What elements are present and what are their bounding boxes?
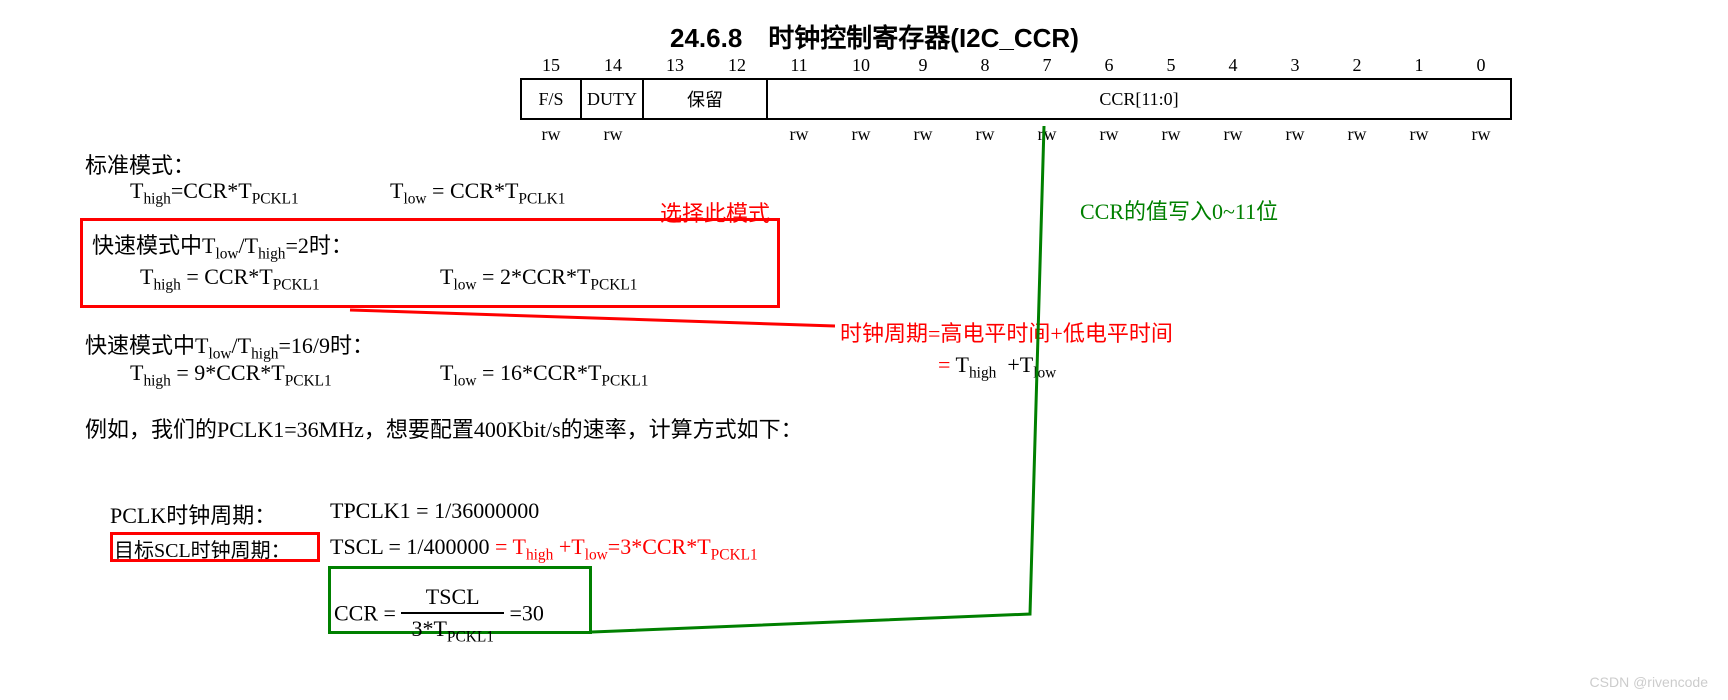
ccr-result: =30 [509, 600, 543, 625]
tscl-value: TSCL = 1/400000 = Thigh +Tlow=3*CCR*TPCK… [330, 534, 758, 564]
bit-number: 7 [1016, 55, 1078, 76]
bit-number: 12 [706, 55, 768, 76]
register-access: rw [582, 124, 644, 145]
ccr-frac-top: TSCL [401, 584, 504, 614]
register-access: rw [1264, 124, 1326, 145]
register-access: rw [830, 124, 892, 145]
bit-number: 8 [954, 55, 1016, 76]
std-mode-tlow: Tlow = CCR*TPCLK1 [390, 178, 565, 208]
ccr-frac-bot: 3*TPCKL1 [401, 614, 504, 646]
register-access: rw [1202, 124, 1264, 145]
register-cell: 保留 [644, 78, 768, 120]
std-mode-thigh: Thigh=CCR*TPCKL1 [130, 178, 299, 208]
bit-number: 14 [582, 55, 644, 76]
tpclk1-value: TPCLK1 = 1/36000000 [330, 498, 539, 524]
register-cell: F/S [520, 78, 582, 120]
fast-mode-169-thigh: Thigh = 9*CCR*TPCKL1 [130, 360, 332, 390]
tscl-red-eq: = Thigh +Tlow=3*CCR*TPCKL1 [490, 534, 758, 559]
register-access: rw [954, 124, 1016, 145]
register-bit-row: 1514131211109876543210 [520, 55, 1512, 76]
bit-number: 11 [768, 55, 830, 76]
bit-number: 3 [1264, 55, 1326, 76]
bit-number: 6 [1078, 55, 1140, 76]
register-access: rw [768, 124, 830, 145]
std-mode-label: 标准模式： [85, 148, 195, 180]
fast-mode-2-thigh: Thigh = CCR*TPCKL1 [140, 264, 320, 294]
bit-number: 15 [520, 55, 582, 76]
bit-number: 2 [1326, 55, 1388, 76]
bit-number: 5 [1140, 55, 1202, 76]
red-connector-line [350, 310, 835, 326]
annotation-ccr-write: CCR的值写入0~11位 [1080, 194, 1278, 226]
bit-number: 1 [1388, 55, 1450, 76]
fast-mode-169-label: 快速模式中Tlow/Thigh=16/9时： [85, 328, 374, 363]
annotation-clock-period: 时钟周期=高电平时间+低电平时间 [840, 316, 1173, 348]
ccr-formula: CCR = TSCL 3*TPCKL1 =30 [334, 584, 544, 646]
register-cells: F/SDUTY保留CCR[11:0] [520, 78, 1512, 120]
bit-number: 9 [892, 55, 954, 76]
bit-number: 0 [1450, 55, 1512, 76]
register-access: rw [1450, 124, 1512, 145]
red-equals: = [938, 352, 956, 377]
pclk-label: PCLK时钟周期： [110, 498, 276, 530]
register-access: rw [1326, 124, 1388, 145]
register-access [706, 124, 768, 145]
fast-mode-2-tlow: Tlow = 2*CCR*TPCKL1 [440, 264, 637, 294]
register-access: rw [520, 124, 582, 145]
annotation-select-mode: 选择此模式 [660, 196, 770, 228]
register-access: rw [1140, 124, 1202, 145]
bit-number: 4 [1202, 55, 1264, 76]
register-access: rw [892, 124, 954, 145]
page-title: 24.6.8 时钟控制寄存器(I2C_CCR) [670, 18, 1079, 55]
fast-mode-2-label: 快速模式中Tlow/Thigh=2时： [92, 228, 353, 263]
bit-number: 13 [644, 55, 706, 76]
ccr-fraction: TSCL 3*TPCKL1 [401, 584, 504, 646]
fast-mode-169-tlow: Tlow = 16*CCR*TPCKL1 [440, 360, 648, 390]
ccr-left: CCR = [334, 600, 396, 625]
annotation-clock-period-eq: = = Thigh +TlowThigh +Tlow [938, 352, 1056, 382]
register-access: rw [1016, 124, 1078, 145]
bit-number: 10 [830, 55, 892, 76]
register-access: rw [1388, 124, 1450, 145]
register-cell: CCR[11:0] [768, 78, 1512, 120]
tscl-prefix: TSCL = 1/400000 [330, 534, 490, 559]
register-access-row: rwrwrwrwrwrwrwrwrwrwrwrwrwrw [520, 124, 1512, 145]
example-intro: 例如，我们的PCLK1=36MHz，想要配置400Kbit/s的速率，计算方式如… [85, 412, 803, 444]
clock-period-eq-visible: Thigh +Tlow [956, 352, 1057, 377]
watermark: CSDN @rivencode [1590, 674, 1708, 690]
register-access [644, 124, 706, 145]
register-cell: DUTY [582, 78, 644, 120]
register-access: rw [1078, 124, 1140, 145]
target-scl-label: 目标SCL时钟周期： [114, 534, 291, 563]
